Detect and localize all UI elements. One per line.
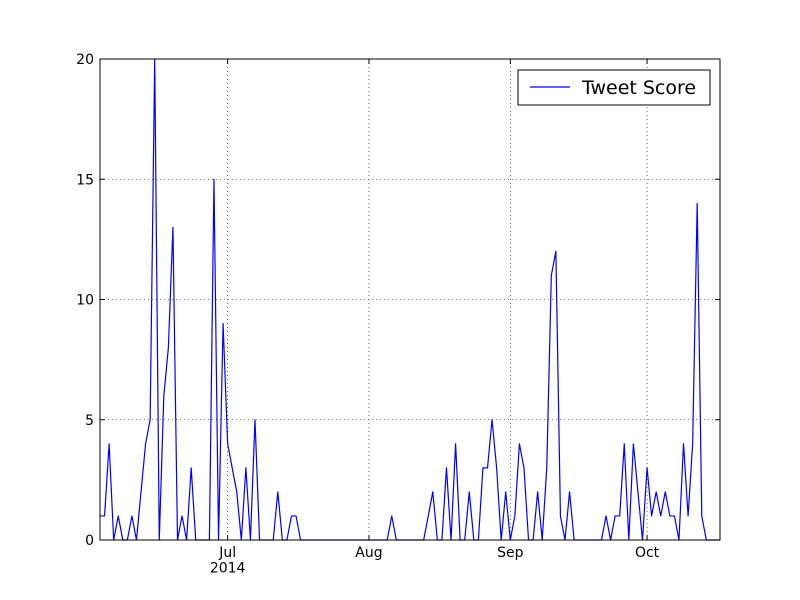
x-tick-label: Sep [497,545,524,561]
y-tick-label: 5 [85,413,94,429]
y-tick-label: 15 [76,172,94,188]
y-tick-label: 20 [76,52,94,68]
y-tick-label: 0 [85,533,94,549]
x-tick-label: Jul 2014 [210,545,246,576]
x-tick-label: Oct [635,545,660,561]
y-tick-label: 10 [76,293,94,309]
legend-label: Tweet Score [581,77,696,99]
x-tick-label: Aug [355,545,382,561]
legend: Tweet Score [517,69,711,106]
plot-frame [99,58,721,541]
